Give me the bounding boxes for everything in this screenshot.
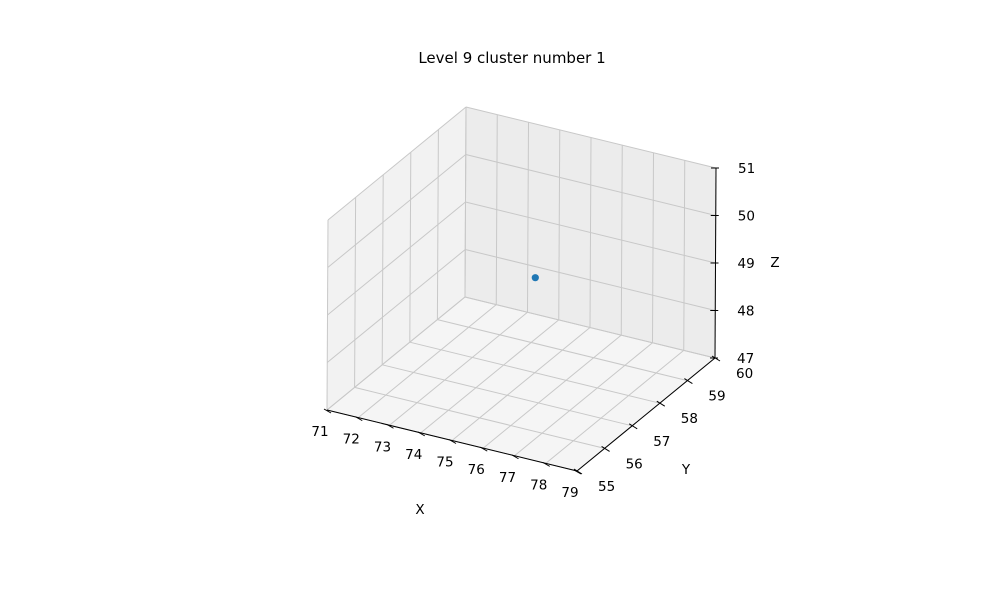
x-tick-mark [323,408,332,414]
grid-line-z-left [327,106,467,221]
z-tick-label: 48 [737,304,754,320]
grid-line-x-floor [514,342,653,457]
x-tick-label: 73 [374,439,391,455]
y-tick-mark [684,378,693,385]
x-tick-mark [386,423,394,429]
grid-line-z-left [327,201,466,316]
x-tick-label: 74 [405,447,422,463]
y-axis-label: Y [681,462,691,478]
data-points [531,274,539,282]
grid-line-z-back [465,106,717,169]
x-axis-line [326,409,578,472]
y-tick-label: 55 [598,479,615,495]
grid-line-y-floor [437,319,688,382]
z-tick-label: 47 [737,351,754,367]
y-tick-mark [656,400,666,407]
y-tick-label: 59 [708,389,725,405]
y-tick-mark [601,445,610,452]
grid-line-z-back [465,201,716,264]
grid-line-y-floor [354,386,605,449]
grid-line-z-left [327,154,467,268]
x-tick-label: 77 [499,470,516,486]
x-tick-mark [480,446,488,452]
grid-line-x-floor [389,311,528,426]
grid-line-z-left [326,296,466,411]
z-tick-label: 50 [738,209,755,225]
grid-line-x-floor [482,334,622,449]
y-axis-line [576,357,716,472]
x-tick-label: 71 [311,424,328,440]
grid-line-z-back [465,249,716,311]
z-axis-label: Z [770,255,779,271]
grid-line-y-floor [409,341,660,404]
x-tick-label: 75 [436,455,453,471]
y-tick-label: 56 [626,456,643,472]
y-tick-mark [573,468,583,475]
x-tick-mark [448,439,457,444]
z-tick-label: 51 [738,161,755,177]
x-tick-mark [417,431,425,437]
x-tick-label: 78 [530,477,547,493]
x-tick-label: 76 [468,462,485,478]
grid-line-x-floor [357,304,497,419]
y-tick-mark [628,423,638,430]
x-tick-mark [542,461,550,467]
chart-title: Level 9 cluster number 1 [418,49,605,67]
x-tick-mark [573,469,582,475]
grid-line-z-left [326,249,466,363]
grid-line-x-floor [451,327,591,441]
y-tick-label: 58 [681,411,698,427]
x-axis-label: X [415,502,424,518]
y-tick-label: 60 [736,366,753,382]
x-tick-mark [511,454,519,460]
grid-line-z-back [464,296,716,359]
y-tick-label: 57 [653,434,670,450]
grid-line-x-floor [420,319,560,434]
x-tick-label: 72 [343,432,360,448]
grid-line-x-floor [545,349,685,464]
grid-line-z-back [465,154,716,216]
data-point [531,274,539,282]
grid-line-y-floor [382,364,633,427]
x-tick-mark [355,416,363,422]
x-tick-label: 79 [561,485,578,501]
z-tick-label: 49 [738,256,755,272]
